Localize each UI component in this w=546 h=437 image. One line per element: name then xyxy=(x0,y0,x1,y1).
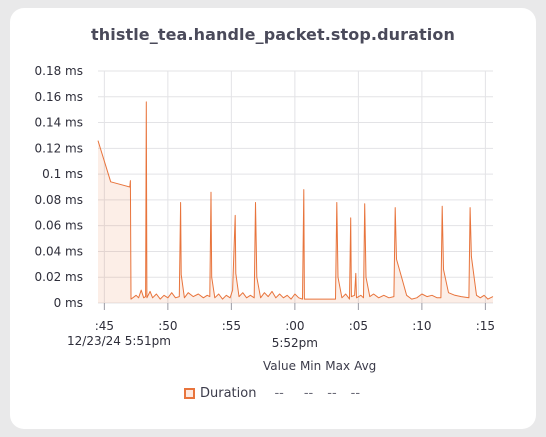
x-tick-label: :45 xyxy=(95,319,114,333)
series-line-duration xyxy=(97,101,494,300)
legend-value: -- xyxy=(274,386,284,401)
y-tick-label: 0.1 ms xyxy=(42,167,83,181)
x-axis: :45 :50 :55 :00 :05 :10 :15 5:52pm xyxy=(95,303,495,350)
legend-header-avg: Avg xyxy=(354,359,377,373)
y-tick-label: 0.06 ms xyxy=(35,219,83,233)
legend-avg: -- xyxy=(350,386,361,401)
x-tick-label: :05 xyxy=(349,319,368,333)
legend-header: Value Min Max Avg xyxy=(263,359,376,373)
legend-min: -- xyxy=(303,386,314,401)
x-tick-label: :15 xyxy=(476,319,495,333)
y-tick-label: 0 ms xyxy=(54,296,83,310)
y-tick-label: 0.02 ms xyxy=(35,270,83,284)
series-area-duration xyxy=(98,101,493,304)
date-label: 12/23/24 5:51pm xyxy=(67,334,171,348)
y-tick-label: 0.08 ms xyxy=(35,193,83,207)
y-tick-label: 0.16 ms xyxy=(35,90,83,104)
legend-swatch xyxy=(184,388,195,399)
y-tick-label: 0.14 ms xyxy=(35,116,83,130)
x-tick-label: :50 xyxy=(158,319,177,333)
legend-series-name: Duration xyxy=(200,386,257,401)
legend-max: -- xyxy=(327,386,337,401)
x-tick-label: :10 xyxy=(412,319,431,333)
y-axis: 0 ms 0.02 ms 0.04 ms 0.06 ms 0.08 ms 0.1 ms 0.… xyxy=(35,64,83,310)
y-tick-label: 0.04 ms xyxy=(35,244,83,258)
legend-item-duration[interactable]: Duration -- -- -- -- xyxy=(184,386,360,401)
y-tick-label: 0.18 ms xyxy=(35,64,83,78)
series-layer xyxy=(97,101,494,304)
grid-lines xyxy=(98,70,493,304)
chart-title: thistle_tea.handle_packet.stop.duration xyxy=(91,25,455,44)
legend-header-value: Value xyxy=(263,359,296,373)
y-tick-label: 0.12 ms xyxy=(35,141,83,155)
x-tick-label: :55 xyxy=(222,319,241,333)
x-minute-label: 5:52pm xyxy=(272,336,318,350)
legend-header-max: Max xyxy=(325,359,351,373)
chart-card xyxy=(10,8,536,429)
legend-header-min: Min xyxy=(299,359,322,373)
x-tick-label: :00 xyxy=(285,319,304,333)
